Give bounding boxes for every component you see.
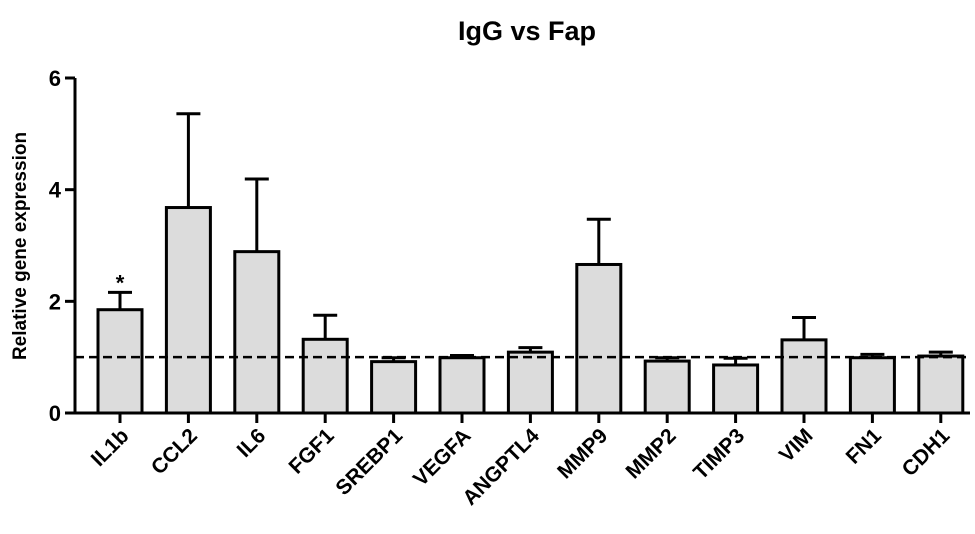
annotations: * [116, 270, 125, 295]
bar-VIM [780, 338, 828, 415]
significance-marker-0: * [116, 270, 125, 295]
bar-VEGFA [438, 356, 486, 415]
y-axis-label: Relative gene expression [10, 132, 31, 360]
x-tick-label-FN1: FN1 [842, 424, 887, 469]
x-tick-label-TIMP3: TIMP3 [689, 424, 749, 484]
x-tick-label-FGF1: FGF1 [285, 424, 339, 478]
x-tick-label-VIM: VIM [775, 424, 818, 467]
x-tick-label-VEGFA: VEGFA [409, 424, 476, 491]
y-tick-label-0: 0 [49, 401, 61, 426]
chart-title: IgG vs Fap [458, 16, 596, 46]
bar-CCL2 [164, 206, 212, 415]
bar-MMP9 [575, 262, 623, 415]
x-tick-label-IL1b: IL1b [87, 424, 134, 471]
y-tick-label-3: 6 [49, 66, 61, 91]
x-tick-label-CDH1: CDH1 [898, 424, 955, 481]
bar-FN1 [848, 356, 896, 415]
bars [96, 206, 965, 415]
bar-SREBP1 [370, 360, 418, 415]
x-tick-label-CCL2: CCL2 [147, 424, 202, 479]
x-tick-label-MMP2: MMP2 [622, 424, 681, 483]
x-tick-label-SREBP1: SREBP1 [331, 424, 407, 500]
bar-CDH1 [917, 354, 965, 415]
bar-MMP2 [643, 359, 691, 415]
bar-ANGPTL4 [506, 350, 554, 415]
x-tick-label-MMP9: MMP9 [553, 424, 612, 483]
bar-FGF1 [301, 337, 349, 415]
x-tick-label-IL6: IL6 [233, 424, 271, 462]
y-tick-label-1: 2 [49, 289, 61, 314]
bar-IL1b [96, 308, 144, 415]
y-axis: 0 2 4 6 [49, 66, 77, 426]
bar-TIMP3 [712, 363, 760, 415]
bar-IL6 [233, 250, 281, 415]
y-tick-label-2: 4 [49, 178, 62, 203]
